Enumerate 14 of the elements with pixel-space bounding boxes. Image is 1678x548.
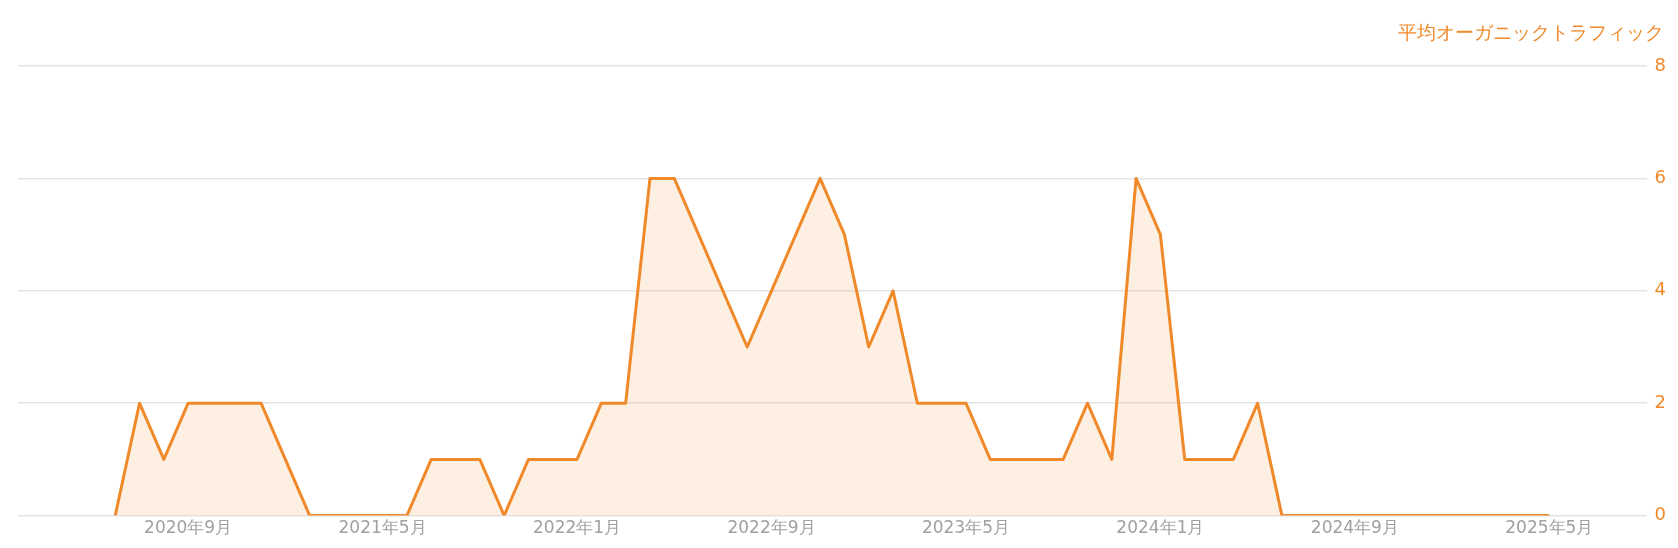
y-tick-label: 0 — [1654, 503, 1666, 525]
x-tick-label: 2021年5月 — [338, 517, 427, 538]
y-tick-label: 2 — [1654, 390, 1666, 412]
x-tick-label: 2024年9月 — [1310, 517, 1399, 538]
y-axis-title: 平均オーガニックトラフィック — [1398, 20, 1664, 43]
x-tick-label: 2020年9月 — [144, 517, 233, 538]
y-tick-label: 6 — [1654, 166, 1666, 188]
x-tick-label: 2022年1月 — [533, 517, 622, 538]
x-tick-label: 2022年9月 — [727, 517, 816, 538]
x-tick-label: 2023年5月 — [921, 517, 1011, 538]
x-tick-label: 2025年5月 — [1505, 517, 1594, 538]
x-tick-label: 2024年1月 — [1116, 517, 1205, 538]
y-tick-label: 8 — [1654, 53, 1666, 75]
y-tick-label: 4 — [1654, 278, 1666, 300]
